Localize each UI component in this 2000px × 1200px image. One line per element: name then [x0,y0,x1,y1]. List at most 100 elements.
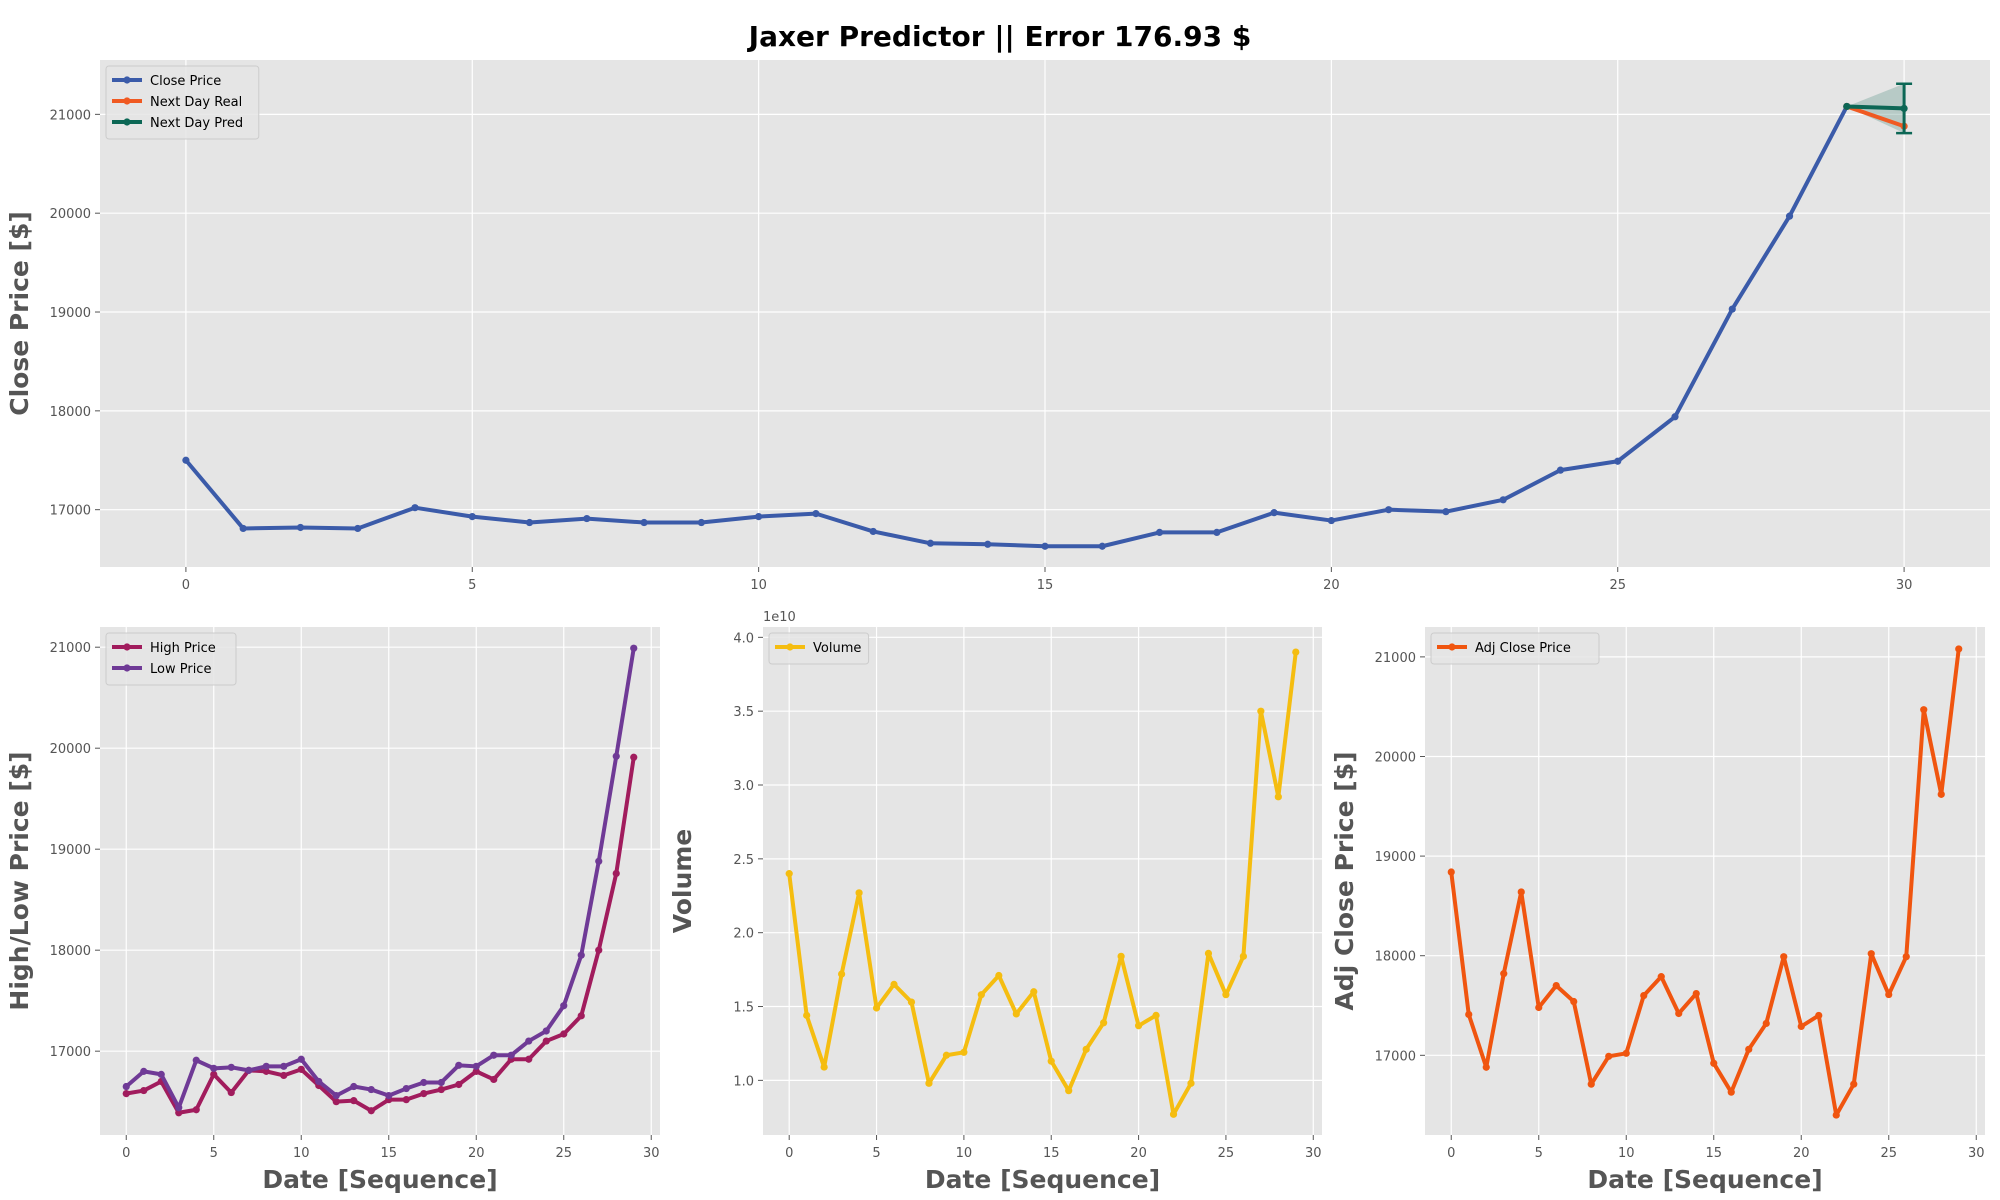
data-point [1047,1057,1055,1065]
legend-box [768,632,870,665]
data-point [872,1004,881,1012]
data-point [227,1063,235,1071]
data-point [1556,466,1565,474]
y-tick-label: 1.0 [733,1074,754,1089]
x-tick-label: 15 [1037,578,1054,593]
data-point [122,1082,130,1091]
data-point [595,857,603,865]
data-point [1640,991,1648,1000]
legend-label: Close Price [150,74,221,89]
data-point [577,1012,585,1020]
data-point [640,518,648,527]
plot-area [763,627,1322,1135]
data-point [869,527,877,536]
data-point [820,1063,828,1071]
data-point [995,971,1003,980]
legend-swatch-marker [123,76,131,84]
data-point [577,951,585,959]
legend: Close Price Next Day Real Next Day Pred [105,65,260,140]
data-point [1274,793,1282,801]
data-point [192,1056,200,1064]
data-point [977,991,985,999]
data-point [560,1002,568,1010]
data-point [1213,528,1221,537]
data-point [280,1062,288,1070]
data-point [1447,868,1455,876]
y-tick-label: 19000 [1375,850,1416,865]
data-point [297,1065,305,1073]
data-point [560,1030,568,1038]
data-point [1920,706,1928,714]
data-point [1535,1003,1543,1012]
x-tick-label: 5 [468,578,476,593]
data-point [140,1086,148,1095]
data-point [1728,305,1736,313]
data-point [542,1037,550,1045]
x-tick-label: 15 [380,1146,397,1161]
data-point [925,1079,933,1087]
y-tick-label: 21000 [50,641,91,656]
data-point [1041,542,1049,550]
y-tick-label: 17000 [50,504,91,519]
data-point [1710,1059,1718,1067]
y-tick-label: 18000 [50,405,91,420]
data-point [1155,528,1164,537]
data-point [350,1097,358,1105]
data-point [525,1055,533,1063]
data-point [525,518,534,527]
data-point [1675,1009,1683,1018]
data-point [175,1109,183,1117]
data-point [1204,949,1213,957]
data-point [1867,950,1875,958]
x-tick-label: 30 [1305,1146,1322,1161]
x-tick-label: 5 [872,1146,880,1161]
x-tick-label: 25 [1609,578,1626,593]
data-point [297,1055,305,1063]
data-point [350,1082,358,1091]
data-point [1605,1052,1613,1060]
data-point [1671,413,1679,421]
data-point [332,1098,340,1106]
y-tick-label: 19000 [50,306,91,321]
data-point [1257,707,1265,715]
data-point [1832,1111,1840,1119]
data-point [1780,953,1788,961]
data-point [296,523,305,532]
data-point [315,1077,323,1086]
data-point [490,1075,498,1084]
data-point [525,1037,533,1045]
data-point [210,1064,218,1072]
y-tick-label: 21000 [1375,651,1416,666]
data-point [542,1027,550,1035]
y-tick-label: 3.5 [733,705,754,720]
data-point [1465,1010,1473,1019]
data-point [812,510,820,518]
x-tick-label: 5 [1535,1146,1543,1161]
x-tick-label: 10 [1618,1146,1635,1161]
y-axis-label: Close Price [$] [5,211,34,416]
data-point [1270,509,1278,517]
data-point [420,1089,428,1098]
data-point [1955,645,1963,653]
data-point [182,456,190,464]
data-point [1815,1011,1823,1020]
x-axis-label: Date [Sequence] [262,1165,497,1194]
y-tick-label: 2.5 [733,853,754,868]
data-point [411,504,419,512]
x-tick-label: 30 [1896,578,1913,593]
x-tick-label: 30 [643,1146,660,1161]
data-point [472,1067,480,1075]
data-point [785,870,793,878]
x-tick-label: 20 [468,1146,485,1161]
data-point [1117,952,1125,960]
legend-swatch-marker [1448,643,1456,651]
data-point [1134,1022,1143,1030]
data-point [595,946,603,954]
data-point [1727,1088,1735,1096]
data-point [1169,1110,1178,1118]
data-point [367,1085,375,1094]
y-tick-label: 19000 [50,843,91,858]
y-tick-label: 2.0 [733,927,754,942]
x-tick-label: 20 [1323,578,1340,593]
data-point [1239,952,1247,960]
